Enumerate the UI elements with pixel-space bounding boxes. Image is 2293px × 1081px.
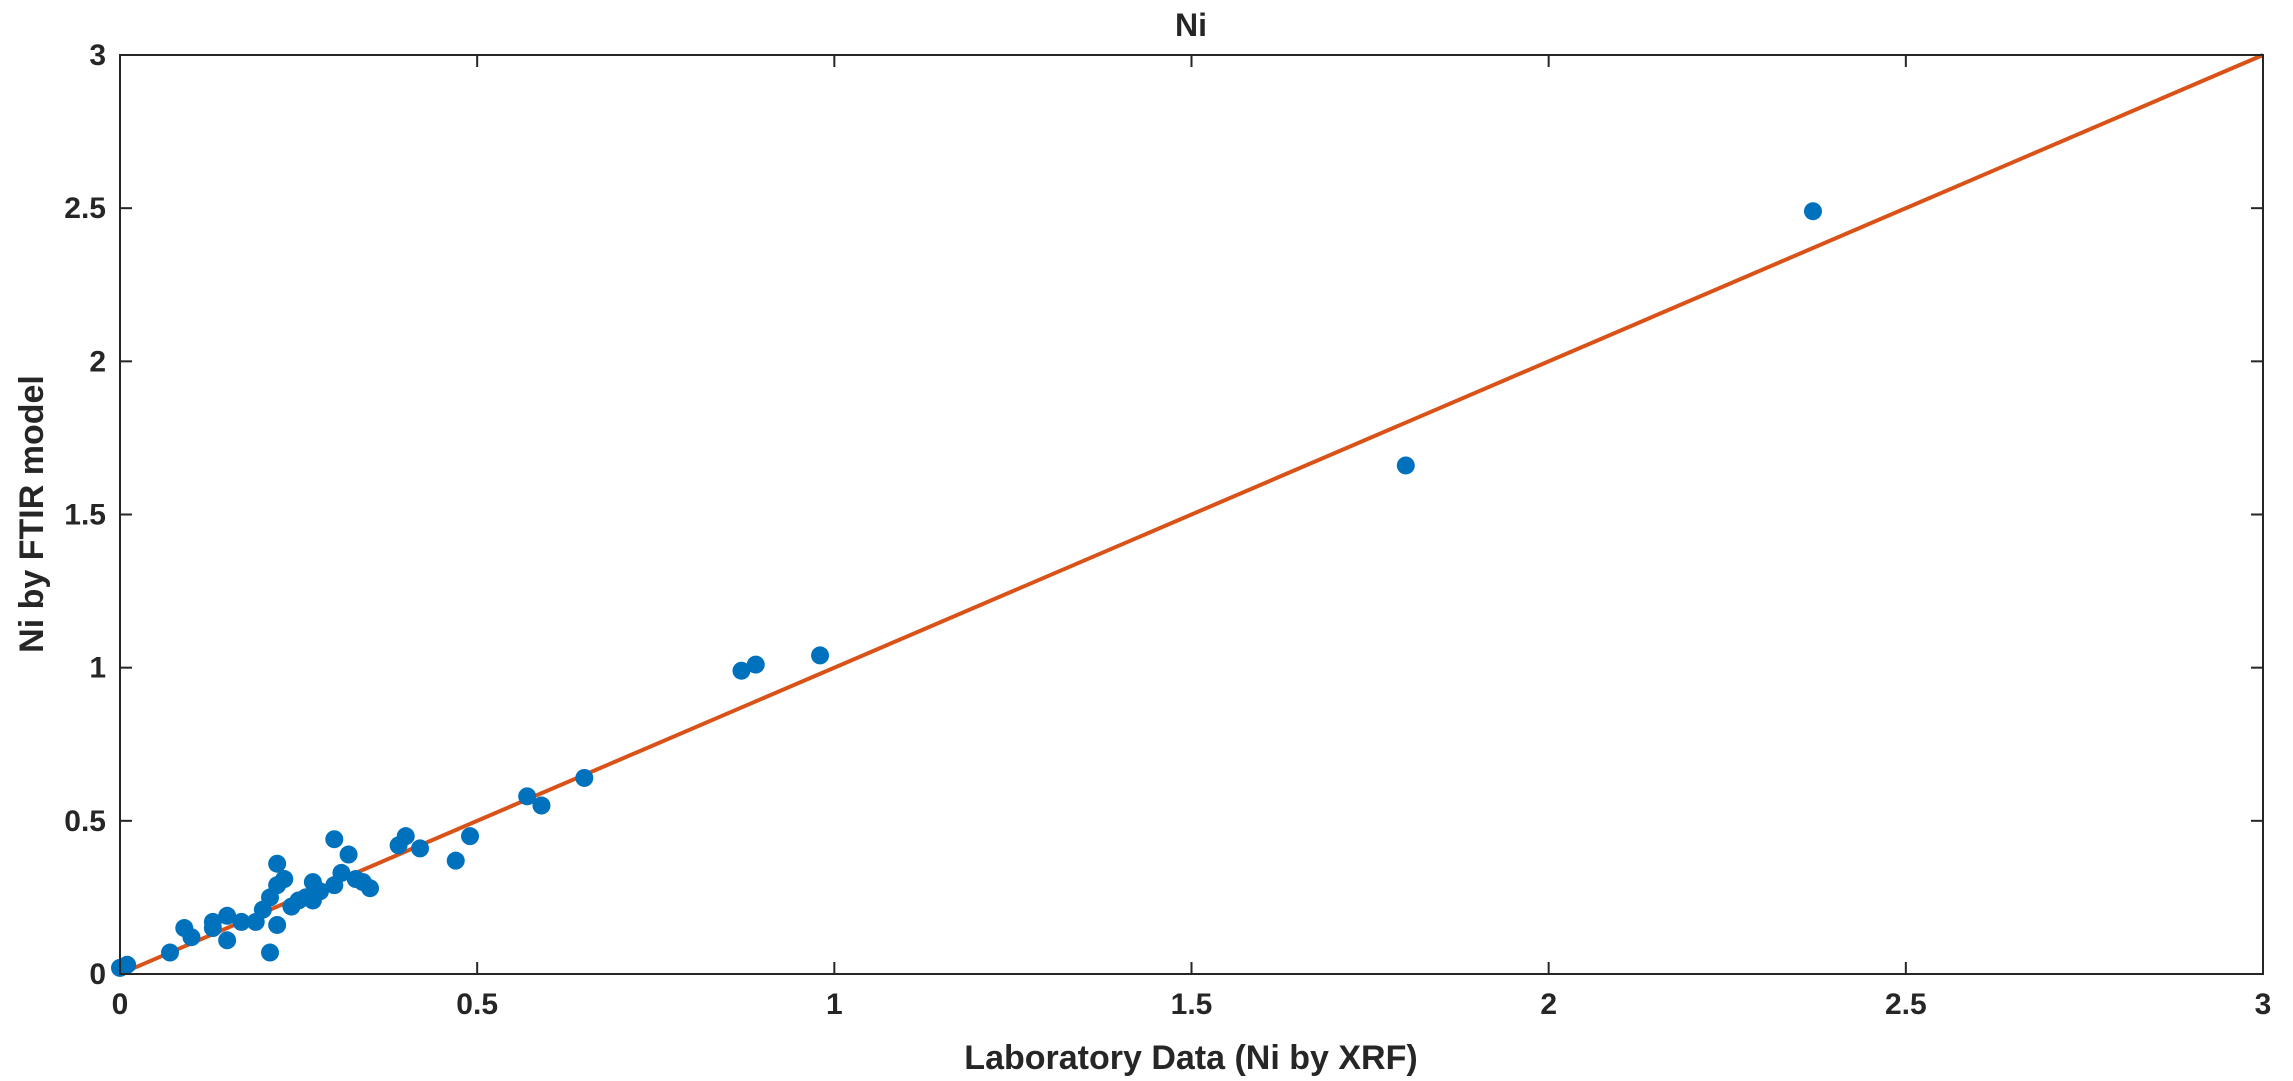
- data-point: [332, 863, 351, 882]
- x-tick-label: 0.5: [456, 988, 498, 1021]
- y-tick-label: 3: [89, 39, 106, 72]
- marks-group: [111, 53, 2264, 977]
- chart-title: Ni: [1175, 7, 1207, 43]
- data-point: [1396, 456, 1415, 475]
- data-point: [268, 854, 287, 873]
- data-point: [461, 827, 480, 846]
- data-point: [532, 796, 551, 815]
- data-point: [275, 870, 294, 889]
- x-tick-label: 0: [112, 988, 129, 1021]
- x-tick-label: 1: [826, 988, 843, 1021]
- data-point: [411, 839, 430, 858]
- data-point: [118, 955, 137, 974]
- y-tick-label: 2.5: [64, 192, 106, 225]
- data-point: [311, 882, 330, 901]
- data-point: [325, 830, 344, 849]
- y-tick-label: 0.5: [64, 805, 106, 838]
- data-point: [232, 912, 251, 931]
- data-point: [261, 943, 280, 962]
- data-point: [575, 768, 594, 787]
- data-point: [396, 827, 415, 846]
- axes-frame: [119, 54, 2264, 975]
- data-point: [161, 943, 180, 962]
- data-point: [218, 931, 237, 950]
- data-point: [339, 845, 358, 864]
- fit-line: [119, 53, 2264, 976]
- x-tick-label: 2.5: [1885, 988, 1927, 1021]
- data-point: [1803, 202, 1822, 221]
- ticks-group: 0 0.5 1 1.5 2 2.5 3 0 0.5 1 1.5 2 2.5 3: [64, 39, 2271, 1021]
- data-point: [746, 655, 765, 674]
- x-tick-label: 2: [1540, 988, 1557, 1021]
- data-point: [518, 787, 537, 806]
- data-point: [811, 646, 830, 665]
- x-axis-label: Laboratory Data (Ni by XRF): [964, 1039, 1417, 1077]
- x-tick-label: 3: [2255, 988, 2272, 1021]
- data-point: [182, 928, 201, 947]
- data-point: [361, 879, 380, 898]
- data-point: [268, 915, 287, 934]
- data-point: [732, 661, 751, 680]
- y-tick-label: 2: [89, 345, 106, 378]
- y-tick-label: 0: [89, 958, 106, 991]
- data-point: [203, 919, 222, 938]
- y-axis-label: Ni by FTIR model: [13, 375, 51, 653]
- y-tick-label: 1: [89, 652, 106, 685]
- data-point: [218, 906, 237, 925]
- y-tick-label: 1.5: [64, 499, 106, 532]
- data-point: [446, 851, 465, 870]
- x-tick-label: 1.5: [1171, 988, 1213, 1021]
